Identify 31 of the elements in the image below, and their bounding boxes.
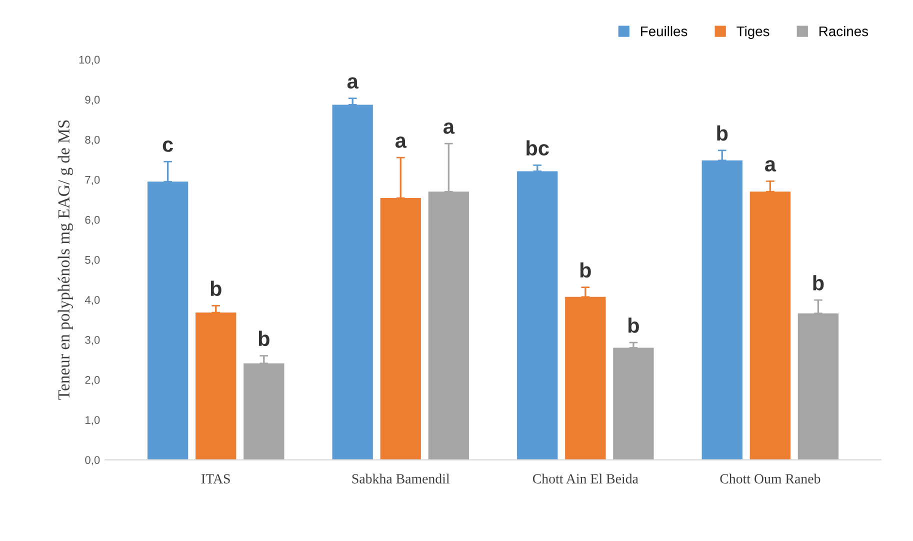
legend-label: Feuilles: [640, 26, 688, 36]
y-tick-label: 7,0: [85, 176, 100, 186]
y-tick-label: 6,0: [85, 216, 100, 226]
annotation: b: [210, 280, 222, 296]
x-tick-label: Chott Ain El Beida: [532, 474, 638, 484]
annotation: b: [258, 330, 270, 346]
y-tick-label: 9,0: [85, 96, 100, 105]
legend-label: Tiges: [736, 26, 770, 40]
annotation: a: [765, 160, 776, 172]
x-tick-label: ITAS: [201, 474, 230, 484]
y-tick-label: 0,0: [85, 456, 100, 466]
y-tick-label: 3,0: [85, 336, 100, 346]
legend-label: Racines: [820, 26, 868, 36]
annotation: a: [347, 77, 359, 89]
x-tick-label: Sabkha Bamendil: [352, 474, 450, 484]
y-axis-title: Teneur en polyphénols mg EAG/ g de MS: [58, 120, 73, 400]
y-tick-label: 4,0: [84, 296, 100, 306]
annotation: a: [395, 136, 407, 148]
annotation: bc: [526, 140, 549, 156]
y-tick-label: 10,0: [79, 56, 100, 65]
annotation: b: [813, 275, 824, 290]
annotation: b: [580, 262, 591, 278]
y-tick-label: 5,0: [85, 256, 100, 266]
annotation: c: [162, 140, 173, 152]
annotation: b: [628, 318, 639, 333]
y-tick-label: 8,0: [85, 136, 100, 146]
annotation: b: [717, 125, 728, 141]
x-tick-label: Chott Oum Raneb: [720, 474, 820, 484]
annotation: a: [443, 122, 455, 134]
y-tick-label: 2,0: [85, 376, 100, 386]
y-tick-label: 1,0: [86, 416, 100, 426]
